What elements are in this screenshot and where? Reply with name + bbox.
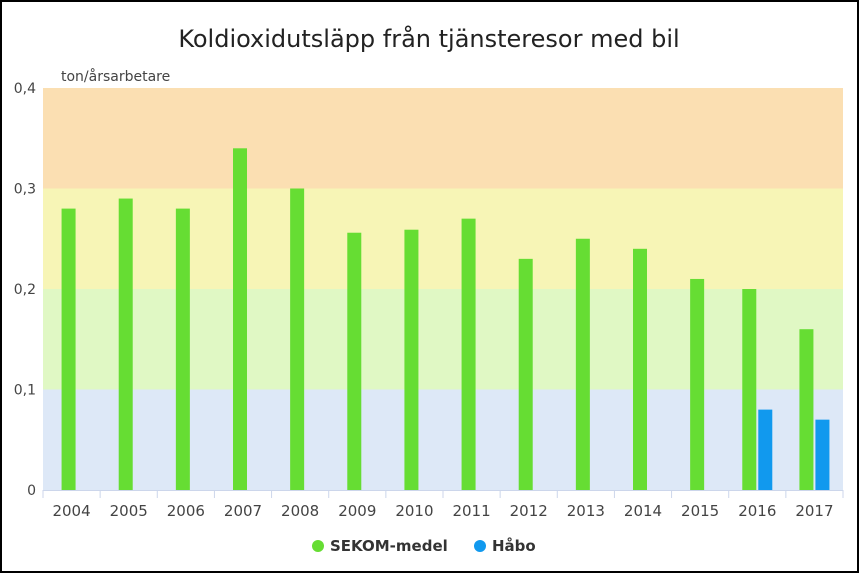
bar-sekom-2013 — [575, 238, 590, 490]
bar-sekom-2016 — [742, 289, 757, 490]
bar-sekom-2005 — [118, 198, 133, 491]
legend[interactable]: SEKOM-medel Håbo — [312, 537, 536, 555]
x-tick-label: 2009 — [338, 502, 376, 520]
bar-sekom-2008 — [290, 188, 305, 490]
y-tick-label: 0,2 — [14, 282, 36, 298]
band-0 — [43, 389, 843, 490]
band-3 — [43, 88, 843, 189]
x-tick-label: 2013 — [567, 502, 605, 520]
legend-label: SEKOM-medel — [330, 537, 448, 555]
x-tick-label: 2004 — [52, 502, 90, 520]
y-tick-label: 0,4 — [14, 81, 36, 97]
bar-sekom-2017 — [799, 329, 814, 490]
bar-sekom-2012 — [518, 258, 533, 490]
y-axis-ticks: 0 0,1 0,2 0,3 0,4 — [14, 81, 36, 499]
x-tick-label: 2015 — [681, 502, 719, 520]
x-tick-label: 2010 — [395, 502, 433, 520]
bar-sekom-2006 — [175, 208, 190, 490]
x-tick-label: 2012 — [510, 502, 548, 520]
x-axis: 2004 2005 2006 2007 2008 2009 2010 2011 2012 2013… — [42, 490, 844, 520]
legend-marker — [474, 540, 486, 552]
x-tick-label: 2011 — [452, 502, 490, 520]
legend-marker — [312, 540, 324, 552]
bar-habo-2017 — [815, 419, 830, 490]
x-tick-label: 2006 — [167, 502, 205, 520]
background-bands — [43, 88, 843, 490]
bar-sekom-2007 — [233, 148, 247, 491]
y-tick-label: 0,3 — [14, 182, 36, 198]
legend-item-0[interactable]: SEKOM-medel — [312, 537, 448, 555]
bar-habo-2016 — [758, 409, 773, 490]
bar-sekom-2011 — [461, 218, 476, 490]
bar-sekom-2015 — [690, 278, 705, 490]
bar-sekom-2014 — [633, 248, 647, 490]
x-tick-label: 2008 — [281, 502, 319, 520]
x-tick-label: 2014 — [624, 502, 662, 520]
band-2 — [43, 188, 843, 289]
chart-title: Koldioxidutsläpp från tjänsteresor med b… — [178, 24, 679, 53]
bar-sekom-2004 — [61, 208, 76, 490]
x-tick-label: 2005 — [110, 502, 148, 520]
legend-label: Håbo — [492, 537, 536, 555]
band-1 — [43, 289, 843, 390]
y-tick-label: 0,1 — [14, 383, 36, 399]
bar-sekom-2009 — [347, 232, 362, 490]
x-tick-label: 2017 — [795, 502, 833, 520]
x-tick-label: 2007 — [224, 502, 262, 520]
y-axis-unit-label: ton/årsarbetare — [61, 68, 170, 85]
bar-sekom-2010 — [404, 229, 419, 490]
bars — [61, 148, 830, 491]
legend-item-1[interactable]: Håbo — [474, 537, 536, 555]
x-tick-label: 2016 — [738, 502, 776, 520]
y-tick-label: 0 — [27, 483, 36, 499]
